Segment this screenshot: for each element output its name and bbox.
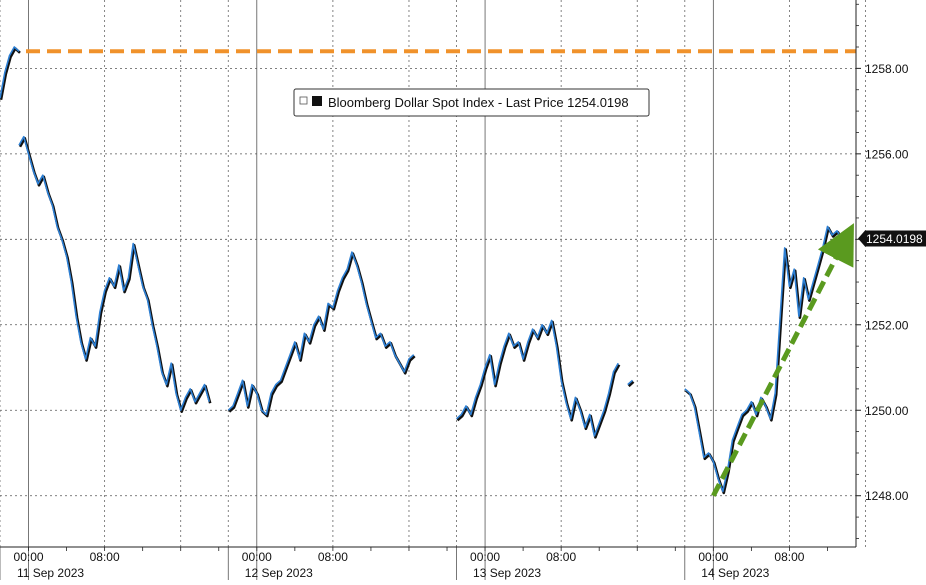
x-date-label: 14 Sep 2023 [701,566,769,580]
x-date-label: 12 Sep 2023 [245,566,313,580]
x-date-label: 11 Sep 2023 [17,566,84,580]
x-date-label: 13 Sep 2023 [473,566,541,580]
series-line-segment [684,225,843,493]
last-price-label: 1254.0198 [866,232,923,246]
x-time-label: 00:00 [470,550,500,564]
trend-arrow-layer [711,223,854,497]
x-time-label: 00:00 [14,550,44,564]
y-tick-label: 1256.00 [865,147,909,161]
legend-swatch-icon [312,96,322,106]
y-tick-label: 1258.00 [865,62,909,76]
legend-toggle-icon[interactable] [299,96,308,105]
series-line-segment [0,46,20,99]
x-time-label: 08:00 [546,550,576,564]
x-time-label: 08:00 [318,550,348,564]
series-line-segment [18,135,210,412]
legend: Bloomberg Dollar Spot Index - Last Price… [293,88,650,117]
x-time-label: 08:00 [774,550,804,564]
series-shadow-segment [18,136,212,414]
series-shadow-segment [627,380,635,388]
series-line-segment [627,379,634,386]
trend-arrow [711,223,854,497]
series-line-segment [227,251,415,416]
last-price-tag [858,230,926,247]
grid-layer [0,0,866,580]
y-tick-label: 1250.00 [865,404,909,418]
y-tick-label: 1248.00 [865,489,909,503]
x-time-label: 00:00 [242,550,272,564]
x-time-label: 00:00 [698,550,728,564]
legend-box [293,88,650,117]
y-tick-label: 1252.00 [865,318,909,332]
legend-label: Bloomberg Dollar Spot Index - Last Price… [328,95,629,110]
series-line-segment [455,319,619,437]
x-time-label: 08:00 [90,550,120,564]
